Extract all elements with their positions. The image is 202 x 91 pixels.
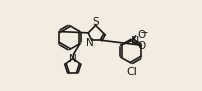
Text: N: N — [131, 36, 139, 46]
Text: O: O — [136, 29, 144, 39]
Text: S: S — [92, 17, 99, 27]
Text: N: N — [85, 38, 93, 48]
Text: O: O — [137, 41, 145, 51]
Text: Cl: Cl — [126, 67, 136, 77]
Text: −: − — [139, 28, 148, 38]
Text: N: N — [69, 54, 77, 64]
